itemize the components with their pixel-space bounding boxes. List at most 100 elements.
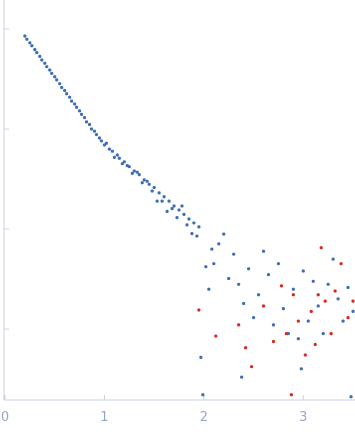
data-point <box>284 331 288 336</box>
data-point <box>72 102 77 106</box>
data-point <box>222 232 226 236</box>
data-point <box>306 319 310 323</box>
data-point <box>237 282 241 286</box>
data-point <box>28 41 32 45</box>
data-point <box>331 257 335 261</box>
data-point <box>68 95 72 99</box>
data-point <box>137 172 141 177</box>
data-point <box>182 212 186 216</box>
data-point <box>89 127 94 131</box>
data-point <box>60 85 64 90</box>
data-point <box>323 299 327 303</box>
data-point <box>214 334 218 338</box>
data-point <box>299 367 303 371</box>
data-point <box>79 112 84 116</box>
data-point <box>199 355 203 360</box>
data-point <box>74 105 79 109</box>
data-point <box>185 223 189 227</box>
data-point <box>180 204 184 208</box>
data-point <box>244 346 248 350</box>
data-point <box>303 353 307 357</box>
x-tick-label: 1 <box>100 410 108 425</box>
data-point <box>65 92 69 96</box>
data-point <box>97 136 102 140</box>
data-point <box>155 199 159 203</box>
data-point <box>84 120 89 124</box>
data-point <box>333 289 337 293</box>
data-point <box>296 337 300 341</box>
data-point <box>321 331 325 336</box>
data-point <box>271 323 276 327</box>
data-point <box>291 293 295 297</box>
data-point <box>341 319 345 323</box>
data-point <box>346 316 350 320</box>
data-point <box>87 122 92 127</box>
data-point <box>190 231 194 236</box>
data-point <box>201 393 205 397</box>
data-point <box>177 208 181 212</box>
data-point <box>130 171 134 175</box>
data-point <box>309 309 313 313</box>
data-point <box>339 262 343 266</box>
data-point <box>204 265 208 269</box>
data-point <box>197 225 201 229</box>
data-point <box>170 206 174 211</box>
data-point <box>251 316 256 320</box>
data-point <box>227 276 231 281</box>
data-point <box>53 75 57 79</box>
data-point <box>195 234 199 238</box>
data-point <box>165 209 169 213</box>
data-point <box>175 216 179 220</box>
data-point <box>319 246 323 250</box>
data-point <box>329 331 333 336</box>
data-point <box>132 169 136 173</box>
data-point <box>94 132 99 137</box>
data-point <box>187 217 191 221</box>
data-point <box>279 284 284 288</box>
data-point <box>77 109 82 113</box>
data-point <box>291 287 295 291</box>
data-point <box>117 156 121 160</box>
data-point <box>92 129 97 133</box>
data-point <box>140 181 144 185</box>
data-point <box>172 204 176 208</box>
data-point <box>157 191 161 195</box>
data-point <box>70 99 74 103</box>
data-point <box>316 293 320 297</box>
data-point <box>45 65 49 69</box>
data-point <box>30 44 34 48</box>
data-point <box>48 68 52 72</box>
data-point <box>135 170 139 174</box>
x-tick-label: 0 <box>1 410 9 425</box>
data-point <box>127 165 131 169</box>
data-point <box>242 301 246 306</box>
data-point <box>247 267 251 271</box>
data-point <box>249 365 254 369</box>
data-point <box>232 252 236 256</box>
data-point <box>207 287 211 291</box>
data-point <box>110 149 114 153</box>
data-point <box>145 179 149 183</box>
data-point <box>351 309 355 313</box>
data-point <box>33 48 37 52</box>
data-point <box>150 189 154 193</box>
data-point <box>167 199 171 203</box>
data-point <box>99 139 104 143</box>
data-point <box>311 279 315 283</box>
data-point <box>152 185 156 190</box>
data-point <box>120 162 124 166</box>
data-point <box>23 34 27 38</box>
data-point <box>210 247 214 251</box>
data-point <box>351 299 355 303</box>
data-point <box>271 339 276 344</box>
data-point <box>276 262 281 266</box>
data-point <box>197 308 201 312</box>
data-point <box>296 319 300 323</box>
data-point <box>346 285 350 290</box>
data-point <box>40 58 44 62</box>
data-point <box>256 293 261 297</box>
data-point <box>301 269 305 273</box>
data-point <box>55 78 59 82</box>
data-point <box>336 297 340 301</box>
